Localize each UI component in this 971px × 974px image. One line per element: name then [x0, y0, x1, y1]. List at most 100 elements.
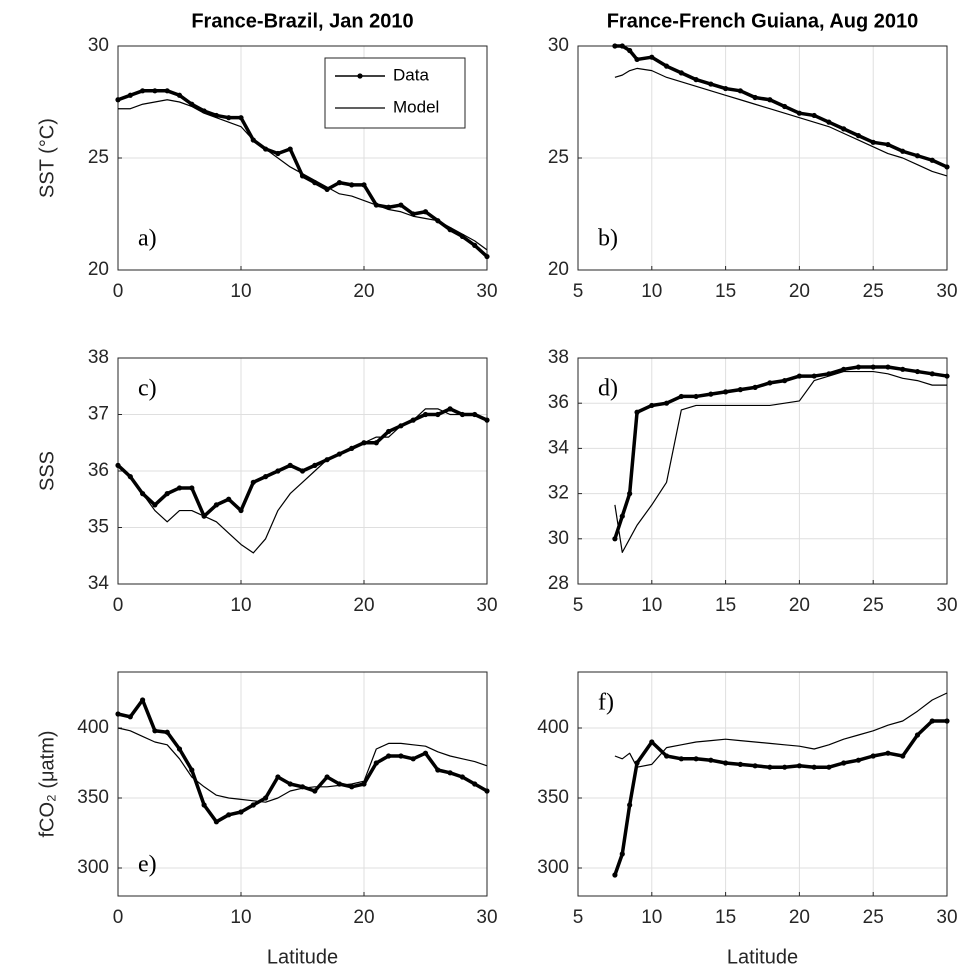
data-point: [176, 92, 183, 98]
data-point: [422, 209, 429, 215]
data-point: [826, 119, 832, 125]
data-point: [484, 788, 490, 794]
data-point: [663, 400, 670, 406]
x-tick-label: 30: [476, 281, 497, 302]
data-point: [782, 764, 788, 770]
x-tick-label: 15: [715, 595, 736, 616]
data-point: [841, 760, 847, 766]
data-point: [826, 764, 832, 770]
data-point: [484, 253, 490, 260]
y-tick-label: 28: [548, 573, 569, 594]
data-point: [855, 757, 862, 763]
data-point: [472, 242, 478, 248]
data-point: [152, 502, 158, 508]
data-point: [250, 479, 256, 485]
data-point: [238, 507, 244, 514]
data-point: [870, 364, 876, 370]
axes-box: [577, 671, 948, 897]
data-point: [287, 462, 293, 468]
data-point: [435, 767, 441, 773]
panel-label: e): [138, 852, 157, 878]
x-tick-label: 10: [230, 281, 251, 302]
data-point: [299, 468, 306, 474]
data-point: [275, 774, 281, 780]
data-point: [914, 368, 921, 375]
data-point: [373, 440, 379, 446]
x-tick-label: 30: [936, 595, 957, 616]
data-point: [238, 115, 244, 121]
data-point: [447, 406, 453, 412]
panel-label: b): [598, 226, 618, 252]
data-point: [115, 711, 121, 717]
y-tick-label: 38: [88, 347, 109, 368]
x-tick-label: 0: [113, 281, 124, 302]
model-line: [117, 727, 488, 803]
axes-box: [577, 45, 948, 271]
y-axis-label: fCO₂ (μatm): [36, 730, 58, 837]
data-point: [349, 784, 355, 790]
data-point: [189, 767, 195, 773]
x-tick-label: 10: [230, 907, 251, 928]
data-point: [693, 77, 699, 83]
x-tick-label: 20: [353, 907, 374, 928]
x-tick-label: 0: [113, 907, 124, 928]
y-tick-label: 300: [537, 857, 569, 878]
y-tick-label: 37: [88, 404, 109, 425]
x-tick-label: 20: [353, 595, 374, 616]
data-point: [678, 756, 684, 762]
data-point: [410, 756, 416, 762]
data-point: [324, 774, 330, 780]
data-point: [723, 389, 729, 395]
data-point: [737, 88, 743, 94]
data-point: [855, 133, 862, 139]
y-tick-label: 30: [548, 528, 569, 549]
data-point: [287, 146, 293, 152]
data-point: [349, 182, 355, 188]
axes-box: [117, 45, 488, 271]
data-point: [944, 373, 950, 379]
data-point: [115, 97, 121, 103]
data-point: [929, 371, 935, 377]
x-tick-label: 5: [573, 907, 584, 928]
y-tick-label: 36: [88, 460, 109, 481]
data-point: [627, 802, 633, 808]
data-point: [782, 378, 788, 384]
data-point: [398, 753, 404, 759]
x-tick-label: 10: [641, 907, 662, 928]
data-point: [213, 819, 219, 825]
data-point: [263, 795, 269, 801]
data-point: [164, 729, 170, 735]
data-point: [140, 697, 146, 703]
data-point: [275, 150, 281, 157]
axes: 0 10 20 30 34 35 36 37 38: [88, 347, 498, 616]
data-point: [708, 81, 714, 87]
x-tick-label: 30: [476, 595, 497, 616]
x-tick-label: 5: [573, 595, 584, 616]
y-tick-label: 34: [548, 437, 570, 458]
data-point: [152, 728, 158, 734]
data-point: [811, 373, 817, 379]
data-point: [663, 63, 670, 69]
data-point: [944, 718, 950, 724]
axes: 5 10 15 20 25 30 28 30 32 34 36 38: [548, 347, 958, 616]
panel-label: d): [598, 376, 618, 402]
y-tick-label: 350: [537, 787, 569, 808]
data-point: [164, 88, 170, 94]
data-point: [708, 391, 714, 397]
data-point: [164, 491, 170, 497]
data-point: [176, 746, 183, 752]
model-line: [614, 67, 948, 177]
data-point: [900, 148, 906, 154]
legend-label: Model: [393, 97, 439, 116]
subplot-title: France-French Guiana, Aug 2010: [607, 10, 919, 32]
x-tick-label: 10: [230, 595, 251, 616]
data-point: [472, 781, 478, 787]
data-point: [767, 380, 773, 386]
y-tick-label: 400: [537, 717, 569, 738]
data-point: [723, 760, 729, 766]
data-point: [708, 757, 714, 763]
x-tick-label: 20: [789, 907, 810, 928]
data-point: [238, 809, 244, 815]
legend-marker: [357, 73, 363, 79]
